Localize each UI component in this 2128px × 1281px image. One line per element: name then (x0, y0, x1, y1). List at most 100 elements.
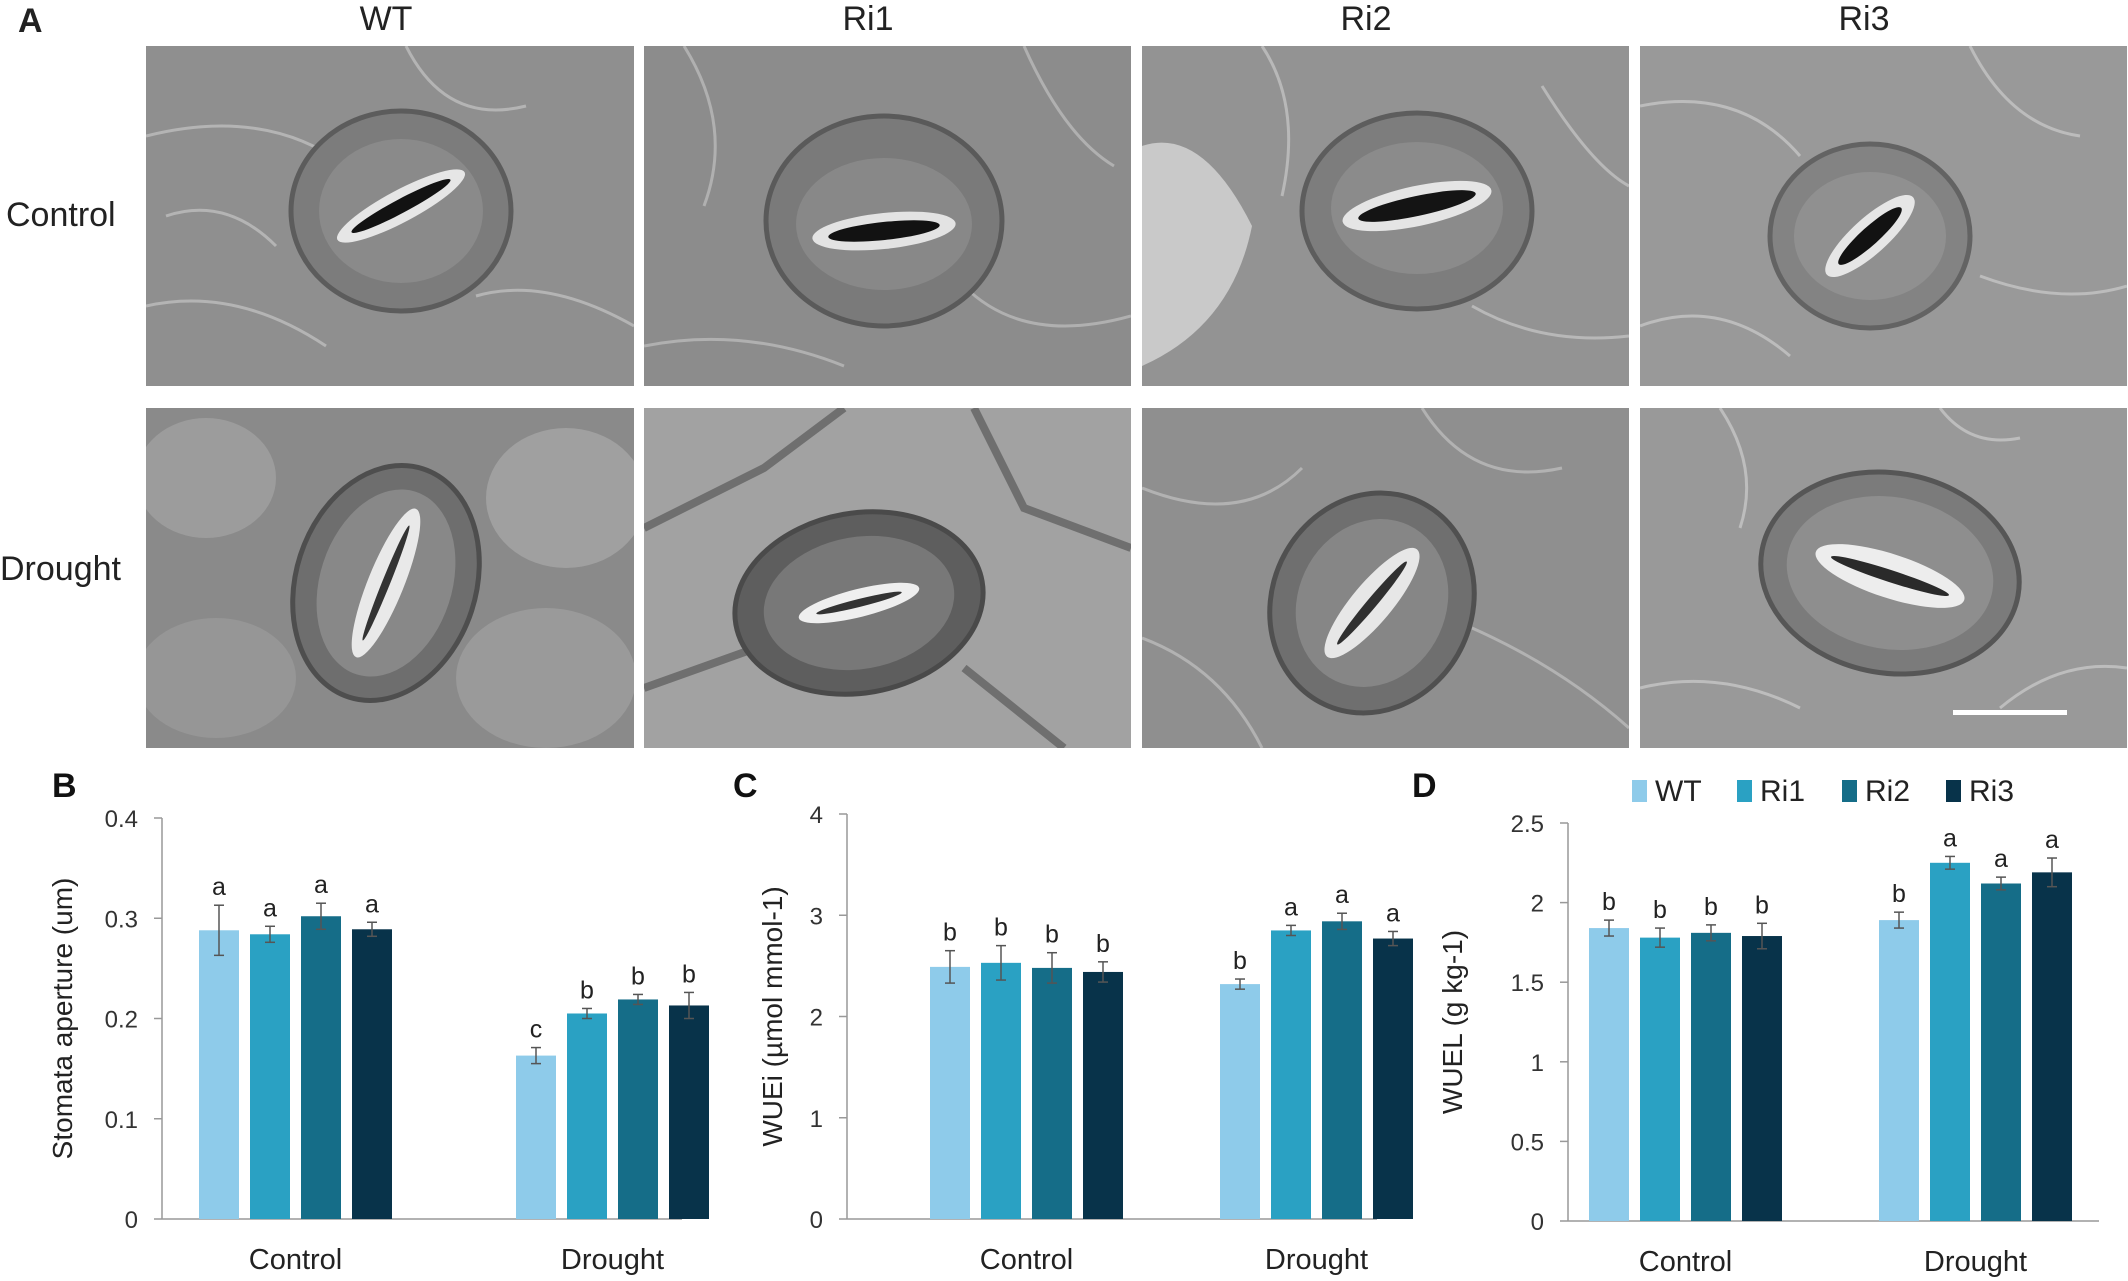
y-tick-label: 1 (810, 1106, 823, 1133)
micrograph-ri1-drought (644, 408, 1131, 748)
row-header-control: Control (6, 196, 116, 234)
y-tick-label: 0 (810, 1207, 823, 1234)
micrograph-wt-drought (146, 408, 634, 748)
significance-letter: b (631, 962, 645, 990)
bar-ri1-drought (1271, 930, 1311, 1219)
panel-letter-c: C (733, 767, 758, 805)
bar-ri3-drought (2032, 872, 2072, 1221)
legend-label-ri3: Ri3 (1969, 775, 2014, 808)
y-axis-label: Stomata aperture (um) (47, 878, 78, 1160)
y-tick-label: 2 (810, 1005, 823, 1032)
panel-letter-b: B (52, 767, 77, 805)
significance-letter: c (530, 1016, 543, 1044)
bar-ri1-control (1640, 937, 1680, 1221)
bar-ri3-control (1083, 971, 1123, 1219)
micrograph-wt-control (146, 46, 634, 386)
significance-letter: b (1096, 930, 1110, 958)
y-tick-label: 2 (1531, 891, 1544, 918)
significance-letter: b (1755, 891, 1769, 919)
legend-swatch-wt (1632, 780, 1647, 802)
category-label-control: Control (980, 1244, 1074, 1276)
micrograph-ri2-drought (1142, 408, 1629, 748)
significance-letter: a (1943, 824, 1957, 852)
scale-bar (1953, 710, 2067, 715)
micrograph-ri3-control (1640, 46, 2127, 386)
bar-ri3-drought (669, 1005, 709, 1219)
legend-label-wt: WT (1655, 775, 1702, 808)
row-header-drought: Drought (0, 550, 121, 588)
panel-a-letter: A (18, 2, 43, 40)
bar-ri1-control (981, 962, 1021, 1219)
significance-letter: b (994, 914, 1008, 942)
y-axis-label: WUEL (g kg-1) (1437, 930, 1468, 1114)
legend-swatch-ri1 (1737, 780, 1752, 802)
significance-letter: a (1284, 893, 1298, 921)
bar-wt-control (1589, 928, 1629, 1221)
bar-ri2-control (1032, 967, 1072, 1219)
bar-ri1-drought (1930, 862, 1970, 1221)
y-tick-label: 1 (1531, 1050, 1544, 1077)
legend-swatch-ri2 (1842, 780, 1857, 802)
bar-ri2-control (1691, 932, 1731, 1221)
significance-letter: a (212, 873, 226, 901)
category-label-drought: Drought (1924, 1246, 2027, 1278)
bar-ri3-drought (1373, 938, 1413, 1219)
micrograph-ri3-drought (1640, 408, 2127, 748)
bar-ri2-drought (1322, 921, 1362, 1219)
category-label-control: Control (1639, 1246, 1733, 1278)
y-tick-label: 2.5 (1511, 811, 1544, 838)
y-tick-label: 0.1 (105, 1107, 138, 1134)
chart-c: C 0 1 2 3 4 WUEi (µmol mmol-1) b b b b Control b a a a D… (733, 767, 1413, 1276)
y-tick-label: 3 (810, 903, 823, 930)
y-tick-label: 0.4 (105, 806, 138, 833)
micrograph-ri2-control (1142, 46, 1629, 386)
chart-b: B 0 0.1 0.2 0.3 0.4 Stomata aperture (um) a a a a C… (47, 767, 709, 1276)
bar-wt-drought (1879, 920, 1919, 1221)
significance-letter: b (1653, 896, 1667, 924)
y-tick-label: 1.5 (1511, 970, 1544, 997)
bar-ri2-control (301, 916, 341, 1219)
significance-letter: a (1335, 881, 1349, 909)
bar-ri1-drought (567, 1013, 607, 1219)
category-label-drought: Drought (561, 1244, 664, 1276)
y-tick-label: 0.5 (1511, 1129, 1544, 1156)
legend-label-ri1: Ri1 (1760, 775, 1805, 808)
legend-swatch-ri3 (1946, 780, 1961, 802)
micrograph-ri1-control (644, 46, 1131, 386)
bar-ri3-control (352, 929, 392, 1219)
significance-letter: b (1233, 947, 1247, 975)
significance-letter: a (2045, 826, 2059, 854)
significance-letter: a (314, 871, 328, 899)
significance-letter: a (365, 890, 379, 918)
significance-letter: b (682, 960, 696, 988)
column-header-ri1: Ri1 (842, 0, 894, 38)
column-header-ri2: Ri2 (1340, 0, 1392, 38)
bar-wt-control (199, 930, 239, 1219)
significance-letter: b (1892, 880, 1906, 908)
significance-letter: a (1386, 899, 1400, 927)
significance-letter: a (1994, 845, 2008, 873)
significance-letter: b (1704, 893, 1718, 921)
bar-ri2-drought (1981, 883, 2021, 1221)
column-header-ri3: Ri3 (1838, 0, 1890, 38)
bar-wt-drought (1220, 984, 1260, 1219)
y-tick-label: 0 (125, 1207, 138, 1234)
significance-letter: a (263, 894, 277, 922)
chart-d: D 0 0.5 1 1.5 2 2.5 WUEL (g kg-1) b b b b Control b a a… (1412, 767, 2099, 1278)
legend-label-ri2: Ri2 (1865, 775, 1910, 808)
category-label-control: Control (249, 1244, 343, 1276)
y-axis-label: WUEi (µmol mmol-1) (757, 886, 788, 1146)
bar-ri3-control (1742, 936, 1782, 1221)
category-label-drought: Drought (1265, 1244, 1368, 1276)
y-tick-label: 0.3 (105, 906, 138, 933)
y-tick-label: 0.2 (105, 1007, 138, 1034)
significance-letter: b (943, 919, 957, 947)
y-tick-label: 4 (810, 802, 823, 829)
bar-wt-control (930, 966, 970, 1219)
bar-ri2-drought (618, 999, 658, 1219)
y-tick-label: 0 (1531, 1209, 1544, 1236)
significance-letter: b (1045, 921, 1059, 949)
column-header-wt: WT (359, 0, 413, 38)
panel-letter-d: D (1412, 767, 1437, 805)
